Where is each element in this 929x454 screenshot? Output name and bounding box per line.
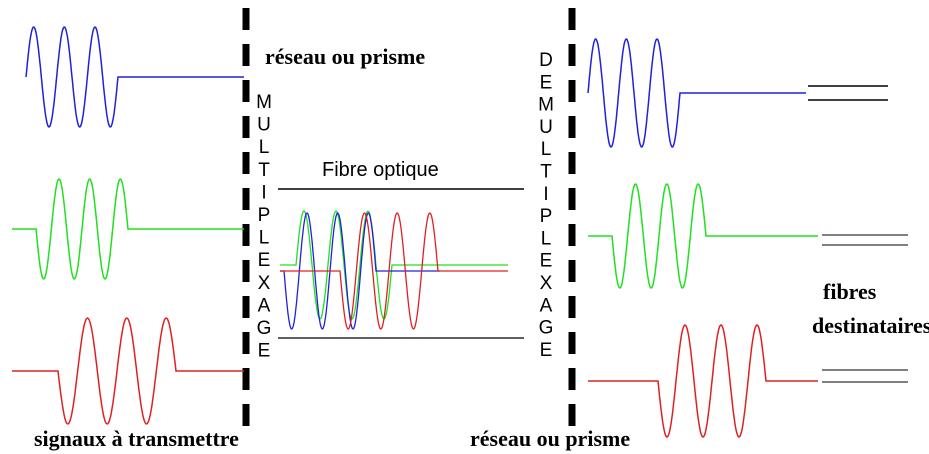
destination-fibers-label-line2: destinataires [812,313,929,338]
multiplexing-letter: L [259,137,270,158]
demultiplexing-letter: M [538,95,554,116]
blue-output-signal [587,38,806,148]
multiplexing-letter: P [258,205,271,226]
demux-grating-label: réseau ou prisme [470,426,630,451]
demultiplexing-letter: X [540,273,553,294]
multiplexing-letter: A [258,295,271,316]
demultiplexing-letter: P [540,206,553,227]
multiplexing-letter: E [258,341,271,362]
multiplexing-letter: G [257,318,272,339]
demultiplexing-letter: E [540,72,553,93]
red-output-signal [588,324,818,438]
green-output-signal [588,183,818,289]
mux-grating-label: réseau ou prisme [265,44,425,69]
demultiplexing-letter: A [540,295,553,316]
red-input-signal [12,317,244,425]
demultiplexing-letter: L [541,228,552,249]
blue-input-signal [25,26,244,128]
signals-to-transmit-label: signaux à transmettre [34,426,239,451]
multiplexing-letter: U [257,115,271,136]
demultiplexing-letter: E [540,340,553,361]
multiplexing-letter: M [256,92,272,113]
destination-fiber-red [822,369,908,383]
destination-fibers-label-line1: fibres [823,279,877,304]
multiplexing-letter: I [261,182,266,203]
multiplexing-letter: X [258,273,271,294]
demultiplexing-letter: D [539,50,553,71]
red-fiber-signal [280,212,508,330]
demultiplexing-letter: G [539,318,554,339]
multiplexing-letter: L [259,228,270,249]
demultiplexing-letter: T [540,162,552,183]
destination-fiber-blue [808,85,888,101]
destination-fiber-green [822,234,908,246]
demultiplexing-letter: I [543,184,548,205]
demultiplexing-letter: E [540,251,553,272]
green-input-signal [12,178,244,280]
optical-fiber-label: Fibre optique [322,159,439,181]
multiplexing-letter: E [258,250,271,271]
multiplexing-letter: T [258,160,270,181]
demultiplexing-letter: L [541,139,552,160]
demultiplexing-letter: U [539,117,553,138]
